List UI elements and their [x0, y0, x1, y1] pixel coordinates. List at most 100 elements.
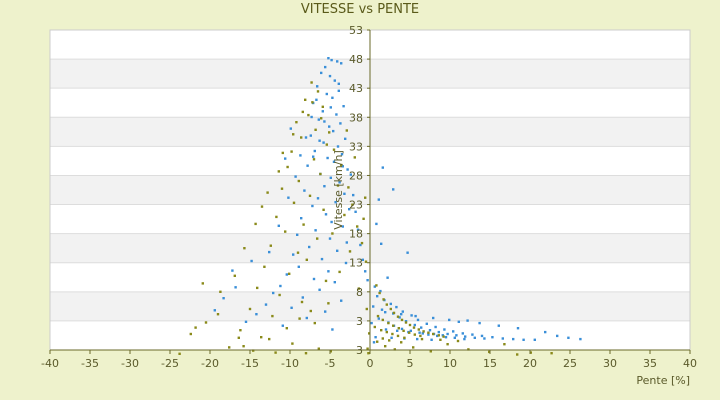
scatter-point	[340, 153, 344, 156]
scatter-point	[275, 215, 278, 219]
scatter-point	[375, 222, 378, 226]
scatter-point	[416, 318, 420, 322]
scatter-point	[318, 288, 321, 291]
scatter-point	[385, 330, 388, 334]
scatter-point	[404, 320, 408, 323]
scatter-point	[243, 247, 246, 250]
scatter-point	[300, 136, 303, 139]
scatter-point	[222, 297, 225, 300]
scatter-point	[341, 225, 344, 228]
x-tick-label: 40	[683, 357, 697, 370]
scatter-point	[448, 318, 451, 322]
scatter-point	[306, 164, 309, 167]
scatter-point	[216, 313, 220, 316]
scatter-point	[317, 347, 320, 350]
scatter-point	[544, 330, 547, 334]
scatter-point	[437, 330, 440, 334]
scatter-point	[349, 173, 352, 176]
scatter-point	[296, 251, 300, 254]
scatter-point	[345, 129, 348, 132]
scatter-point	[384, 311, 387, 314]
scatter-point	[425, 322, 428, 325]
scatter-point	[413, 323, 416, 327]
scatter-point	[400, 313, 403, 316]
scatter-point	[391, 332, 394, 336]
x-tick-label: 35	[643, 357, 657, 370]
scatter-point	[330, 58, 333, 62]
scatter-point	[324, 65, 327, 69]
scatter-point	[488, 350, 491, 354]
scatter-point	[344, 261, 348, 265]
scatter-point	[304, 98, 307, 101]
scatter-point	[324, 310, 327, 313]
scatter-point	[443, 328, 446, 331]
scatter-point	[353, 156, 356, 159]
y-tick-label: 23	[349, 199, 363, 212]
scatter-point	[307, 113, 310, 117]
scatter-point	[290, 306, 293, 309]
scatter-point	[404, 321, 408, 324]
scatter-point	[412, 346, 415, 349]
scatter-point	[239, 329, 242, 332]
scatter-point	[455, 334, 458, 337]
scatter-point	[297, 179, 300, 183]
scatter-point	[463, 337, 466, 341]
scatter-point	[343, 192, 346, 195]
scatter-point	[579, 337, 582, 341]
scatter-point	[380, 329, 383, 332]
scatter-point	[497, 324, 500, 327]
scatter-point	[550, 352, 553, 355]
scatter-point	[324, 213, 328, 216]
scatter-point	[309, 309, 312, 313]
scatter-point	[556, 334, 559, 338]
scatter-point	[252, 349, 255, 352]
scatter-point	[377, 317, 380, 320]
scatter-point	[362, 217, 365, 220]
scatter-point	[446, 332, 449, 336]
scatter-point	[375, 284, 378, 287]
scatter-point	[428, 329, 432, 332]
scatter-point	[413, 333, 416, 336]
scatter-point	[416, 337, 419, 341]
scatter-point	[351, 203, 354, 206]
scatter-point	[328, 74, 332, 78]
scatter-point	[401, 310, 404, 313]
scatter-point	[328, 125, 331, 128]
scatter-point	[427, 333, 430, 336]
scatter-point	[337, 89, 340, 92]
scatter-point	[335, 113, 338, 116]
scatter-point	[336, 60, 339, 63]
scatter-point	[286, 165, 289, 169]
scatter-point	[285, 273, 288, 276]
scatter-point	[345, 241, 348, 244]
scatter-point	[231, 269, 234, 272]
scatter-point	[333, 281, 336, 284]
scatter-point	[280, 187, 284, 190]
scatter-point	[292, 201, 296, 204]
scatter-point	[378, 291, 381, 295]
scatter-point	[284, 230, 287, 233]
scatter-point	[512, 337, 515, 341]
scatter-point	[381, 318, 384, 322]
scatter-point	[234, 286, 237, 289]
scatter-point	[483, 337, 486, 340]
scatter-point	[287, 196, 290, 199]
scatter-point	[367, 352, 370, 355]
scatter-point	[292, 253, 295, 256]
scatter-point	[323, 120, 326, 123]
chart-title: VITESSE vs PENTE	[300, 2, 420, 17]
scatter-point	[402, 329, 405, 332]
scatter-point	[439, 338, 442, 341]
scatter-point	[339, 122, 342, 125]
scatter-point	[325, 92, 328, 96]
scatter-point	[410, 314, 413, 317]
scatter-point	[268, 250, 271, 254]
scatter-point	[329, 350, 332, 353]
scatter-point	[400, 318, 404, 322]
scatter-point	[420, 337, 424, 341]
scatter-point	[386, 276, 389, 279]
x-tick-label: -15	[241, 357, 259, 370]
scatter-point	[337, 82, 340, 85]
scatter-point	[379, 289, 382, 293]
